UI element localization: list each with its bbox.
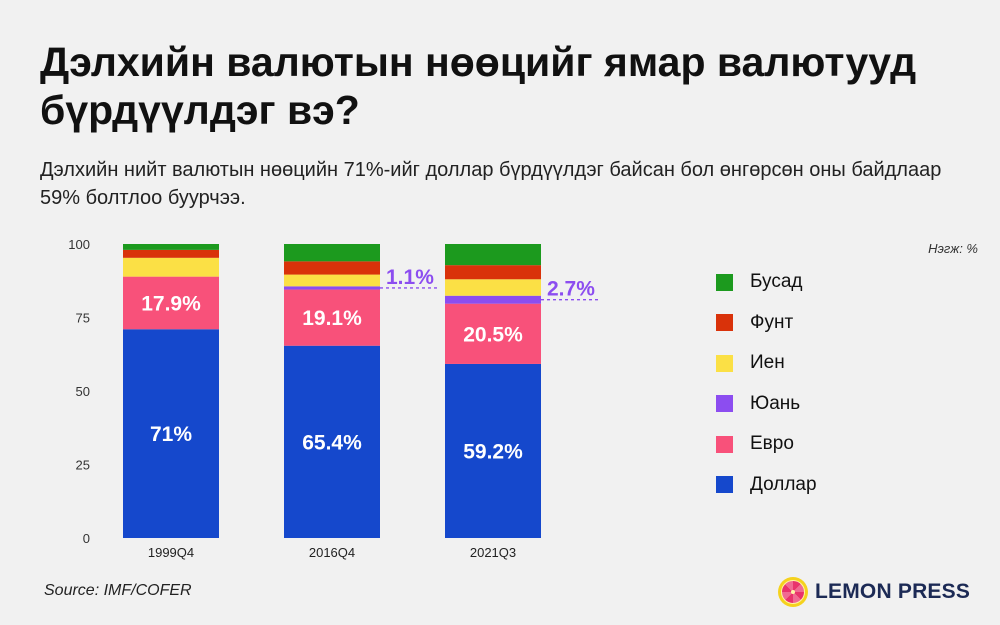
data-label: 20.5%: [463, 323, 523, 346]
bar-segment: [284, 261, 380, 275]
data-label: 17.9%: [141, 292, 201, 315]
legend-item: Евро: [716, 424, 817, 465]
bar-segment: [284, 244, 380, 262]
bar-segment: [284, 289, 380, 346]
legend-item: Бусад: [716, 262, 817, 303]
legend-swatch: [716, 476, 733, 494]
legend-swatch: [716, 314, 733, 332]
data-label: 1.1%: [386, 266, 434, 289]
legend-label: Иен: [750, 352, 785, 374]
bar-segment: [123, 257, 219, 277]
y-tick-label: 75: [76, 311, 90, 326]
x-tick-label: 2021Q3: [470, 545, 516, 560]
bar-segment: [445, 295, 541, 304]
x-tick-label: 2016Q4: [309, 545, 355, 560]
y-tick-label: 25: [76, 458, 90, 473]
lemon-slice-icon: [778, 577, 808, 607]
chart-subtitle: Дэлхийн нийт валютын нөөцийн 71%-ийг дол…: [40, 159, 942, 209]
legend-label: Евро: [750, 433, 794, 455]
legend-label: Доллар: [750, 473, 817, 495]
source-note: Source: IMF/COFER: [44, 582, 192, 599]
legend-swatch: [716, 273, 733, 291]
bar-segment: [123, 249, 219, 258]
bar-segment: [445, 363, 541, 538]
data-label: 71%: [150, 423, 192, 446]
brand-logo: LEMON PRESS: [777, 576, 970, 608]
legend-item: Иен: [716, 343, 817, 384]
chart-legend: Бусад Фунт Иен Юань Евро Доллар: [716, 262, 817, 505]
legend-item: Юань: [716, 384, 817, 425]
bar-segment: [445, 265, 541, 280]
bar-segment: [123, 329, 219, 538]
legend-label: Фунт: [750, 311, 794, 333]
bar-segment: [284, 274, 380, 287]
legend-label: Юань: [750, 392, 801, 414]
data-label: 19.1%: [302, 307, 362, 330]
bar-segment: [123, 276, 219, 330]
data-label: 65.4%: [302, 431, 362, 454]
legend-item: Доллар: [716, 465, 817, 506]
chart-title: Дэлхийн валютын нөөцийг ямар валютууд бү…: [40, 39, 917, 133]
bar-segment: [445, 303, 541, 364]
legend-item: Фунт: [716, 303, 817, 344]
data-label: 2.7%: [547, 278, 595, 301]
legend-swatch: [716, 435, 733, 453]
bar-segment: [123, 244, 219, 250]
legend-swatch: [716, 395, 733, 413]
unit-note: Нэгж: %: [928, 241, 978, 256]
data-label: 59.2%: [463, 440, 523, 463]
legend-swatch: [716, 354, 733, 372]
bar-segment: [284, 286, 380, 290]
y-tick-label: 100: [68, 237, 90, 252]
y-tick-label: 0: [83, 531, 90, 546]
bar-segment: [284, 345, 380, 538]
y-tick-label: 50: [76, 384, 90, 399]
x-tick-label: 1999Q4: [148, 545, 194, 560]
brand-name: LEMON PRESS: [815, 580, 971, 603]
legend-label: Бусад: [750, 271, 803, 293]
bar-segment: [445, 279, 541, 296]
bar-segment: [445, 244, 541, 266]
